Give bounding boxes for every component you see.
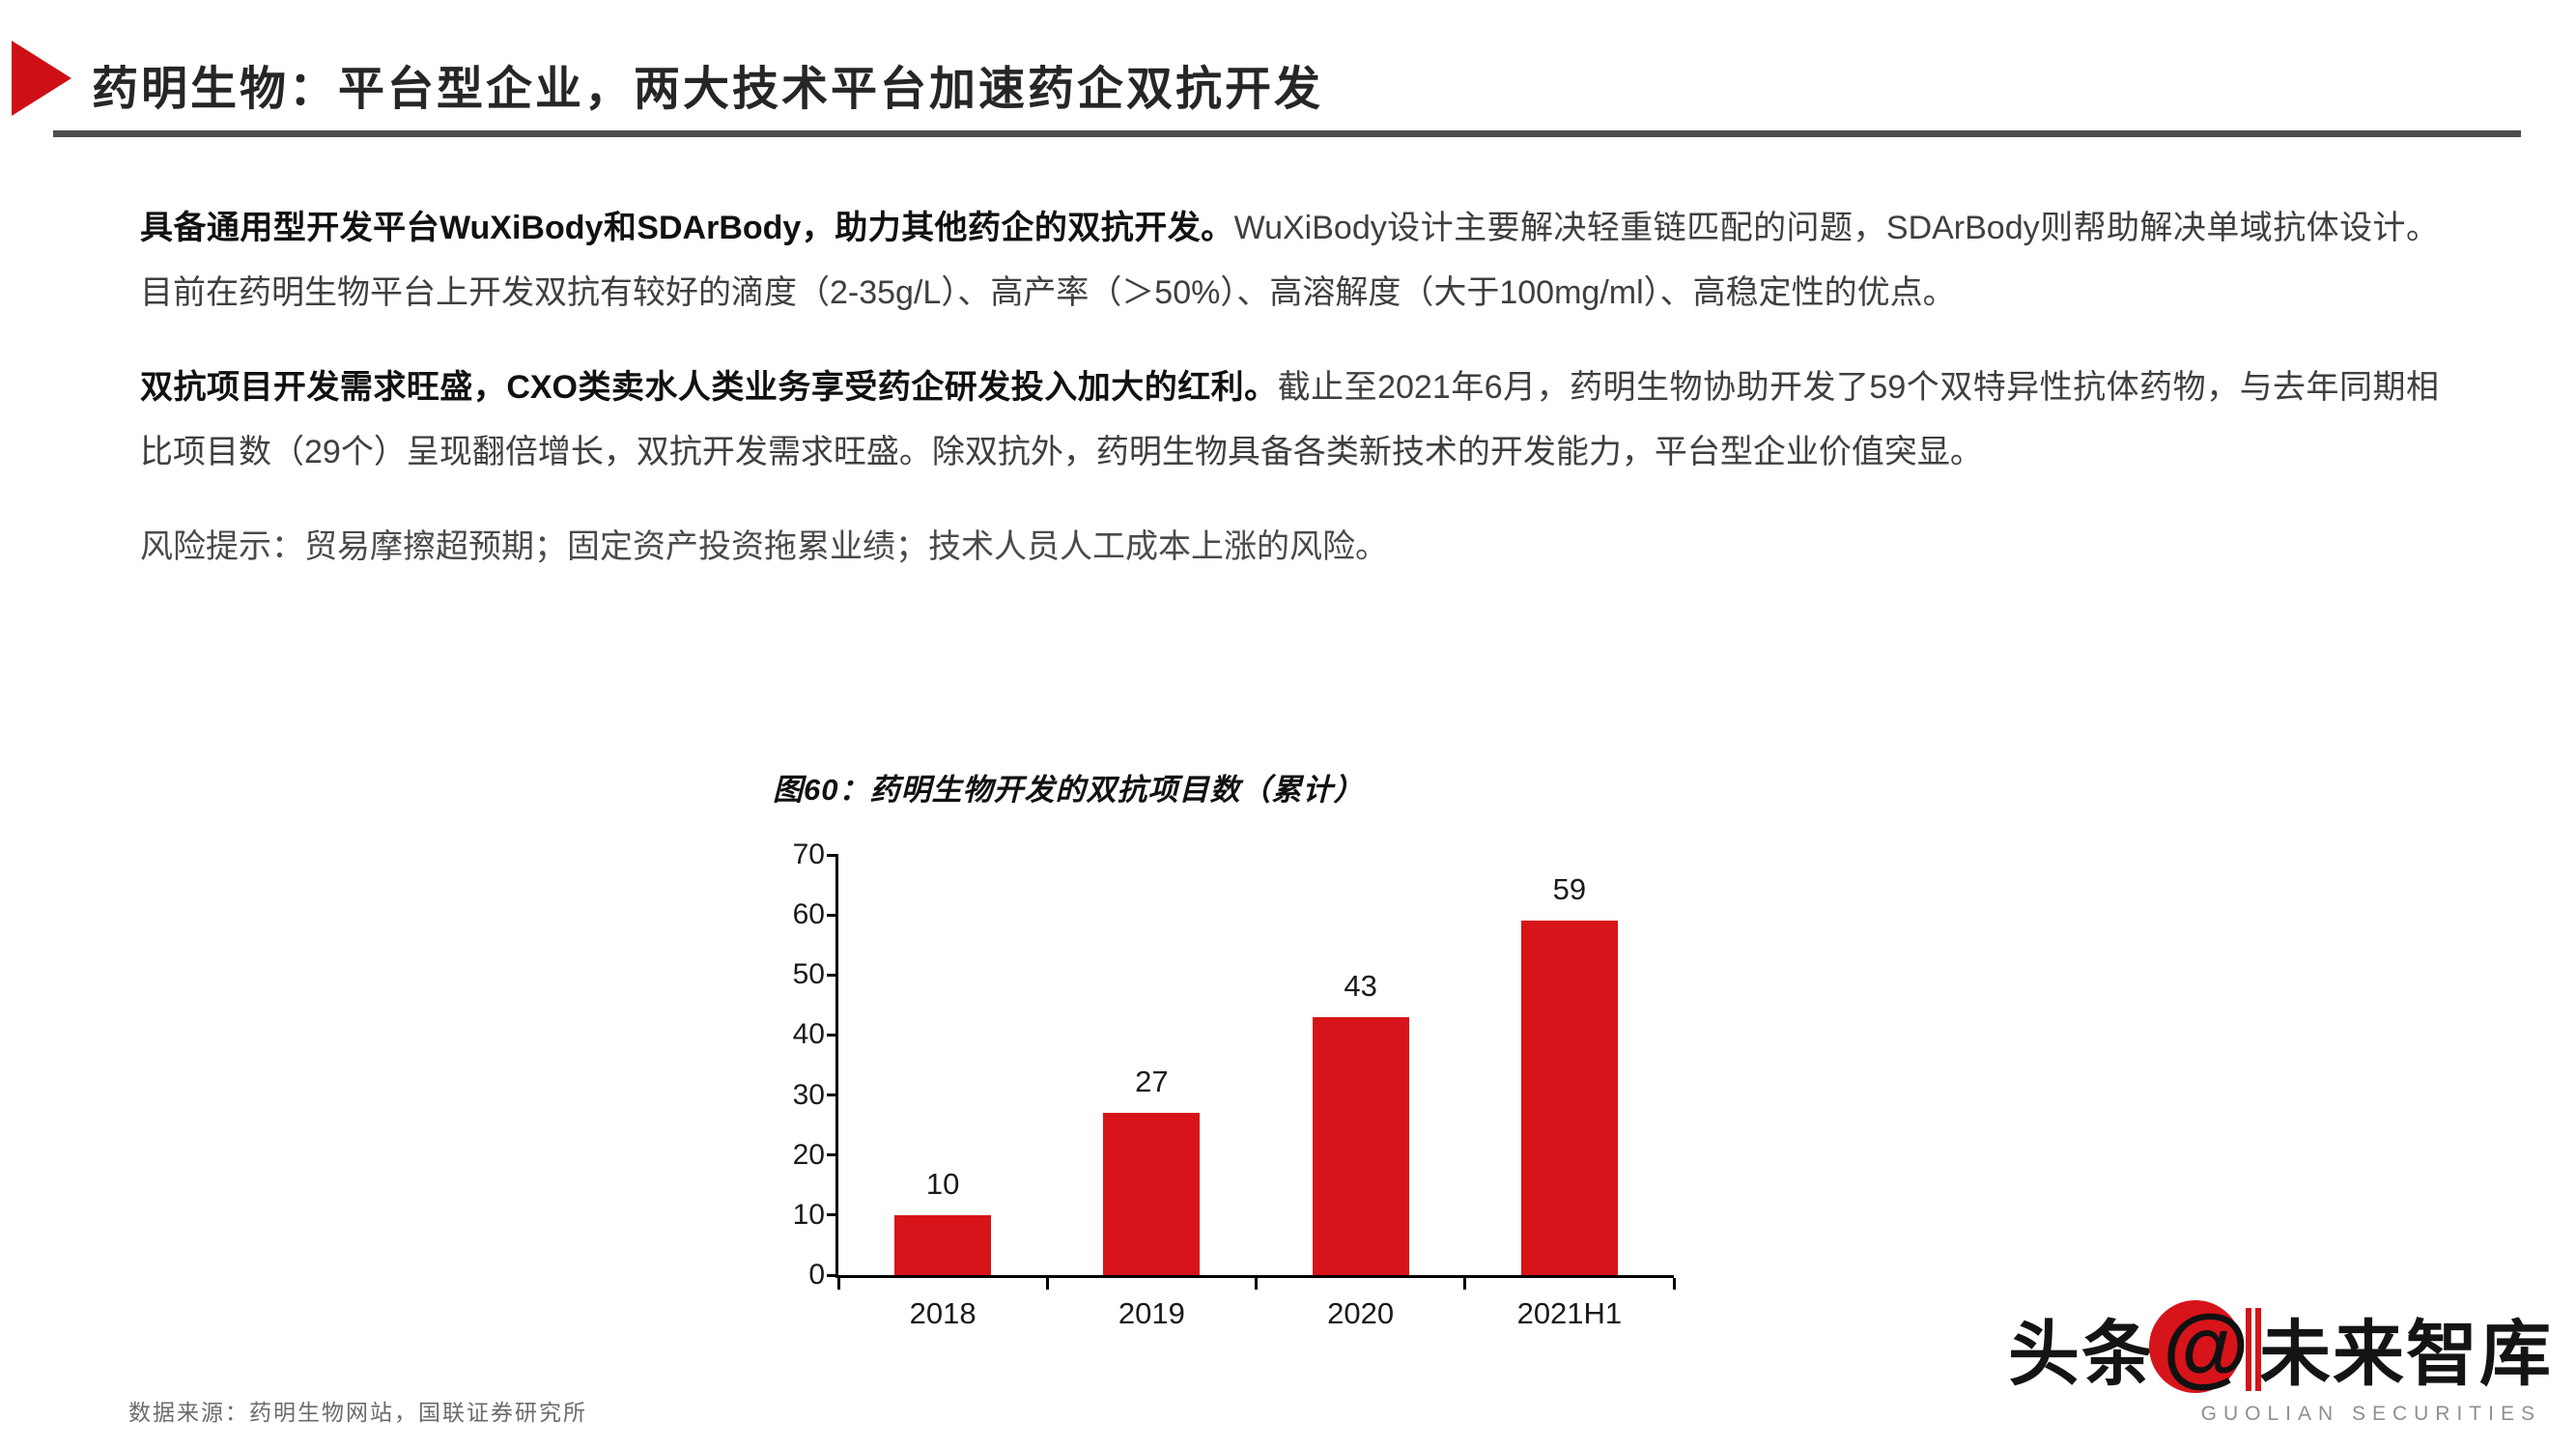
y-axis-tick-label: 0 (808, 1259, 825, 1291)
bar-chart: 0 10 20 30 40 50 60 70 10 2018 27 2019 43 2020 59 2021H… (773, 821, 1797, 1420)
at-symbol-icon: @ (2163, 1296, 2250, 1396)
guolian-securities-caption: GUOLIAN SECURITIES (2200, 1403, 2541, 1425)
y-axis-tick-label: 70 (792, 838, 825, 870)
y-axis-tick-mark (827, 913, 838, 917)
watermark-logo: 头条 @ 未来智库 GUOLIAN SECURITIES (2008, 1296, 2551, 1426)
paragraph-platforms-body: WuXiBody设计主要解决轻重链匹配的问题，SDArBody则帮助解决单域抗体… (140, 210, 2440, 311)
watermark-prefix: 头条 (2008, 1314, 2155, 1394)
y-axis-tick-label: 40 (792, 1018, 825, 1051)
paragraph-demand-lead: 双抗项目开发需求旺盛，CXO类卖水人类业务享受药企研发投入加大的红利。 (140, 369, 1278, 406)
title-divider (53, 130, 2521, 137)
chart-plot: 0 10 20 30 40 50 60 70 10 2018 27 2019 43 2020 59 2021H… (793, 840, 1676, 1330)
y-axis-tick-label: 20 (792, 1138, 825, 1171)
paragraph-platforms: 具备通用型开发平台WuXiBody和SDArBody，助力其他药企的双抗开发。W… (140, 196, 2439, 326)
guolian-logo-icon: @ (2149, 1296, 2261, 1399)
watermark-row: 头条 @ 未来智库 (2008, 1296, 2553, 1400)
y-axis-tick-label: 10 (792, 1198, 825, 1231)
bar-value-label: 27 (1135, 1065, 1169, 1099)
y-axis-tick-label: 30 (792, 1078, 825, 1111)
y-axis-tick-mark (827, 1094, 838, 1097)
y-axis-tick-mark (827, 1273, 838, 1277)
x-axis-tick-mark (1255, 1278, 1258, 1290)
bar (894, 1214, 992, 1275)
page-title: 药明生物：平台型企业，两大技术平台加速药企双抗开发 (92, 64, 1324, 115)
bar-value-label: 43 (1344, 968, 1377, 1003)
bar-value-label: 59 (1552, 872, 1587, 907)
bar (1312, 1016, 1409, 1275)
y-axis-tick-label: 60 (792, 898, 825, 931)
x-axis-tick-mark (836, 1278, 840, 1290)
paragraph-demand-body: 截止至2021年6月，药明生物协助开发了59个双特异性抗体药物，与去年同期相比项… (140, 369, 2439, 470)
x-axis-tick-mark (1672, 1278, 1676, 1290)
red-circle-icon (2149, 1299, 2242, 1393)
y-axis-tick-mark (827, 1213, 838, 1217)
red-triangle-bullet-icon (12, 41, 71, 116)
x-axis-label: 2021H1 (1516, 1296, 1623, 1330)
y-axis-tick-mark (827, 1033, 838, 1037)
red-stripe-icon (2255, 1307, 2261, 1391)
body-text: 具备通用型开发平台WuXiBody和SDArBody，助力其他药企的双抗开发。W… (140, 196, 2439, 610)
bar (1103, 1113, 1201, 1275)
paragraph-risk: 风险提示：贸易摩擦超预期；固定资产投资拖累业绩；技术人员人工成本上涨的风险。 (140, 515, 2439, 580)
watermark-suffix: 未来智库 (2259, 1314, 2553, 1394)
x-axis-tick-mark (1463, 1278, 1467, 1290)
x-axis-tick-mark (1045, 1278, 1049, 1290)
bar-value-label: 10 (925, 1166, 960, 1201)
bar (1520, 921, 1618, 1275)
paragraph-demand: 双抗项目开发需求旺盛，CXO类卖水人类业务享受药企研发投入加大的红利。截止至20… (140, 355, 2439, 485)
red-stripe-icon (2246, 1307, 2251, 1391)
y-axis-tick-mark (827, 853, 838, 857)
y-axis-tick-mark (827, 973, 838, 977)
x-axis-label: 2018 (909, 1296, 977, 1330)
paragraph-platforms-lead: 具备通用型开发平台WuXiBody和SDArBody，助力其他药企的双抗开发。 (140, 210, 1234, 246)
y-axis-tick-label: 50 (792, 958, 825, 991)
x-axis-label: 2019 (1118, 1296, 1185, 1330)
y-axis-tick-mark (827, 1153, 838, 1157)
x-axis-label: 2020 (1327, 1296, 1395, 1330)
data-source-note: 数据来源：药明生物网站，国联证券研究所 (128, 1400, 587, 1425)
paragraph-risk-body: 风险提示：贸易摩擦超预期；固定资产投资拖累业绩；技术人员人工成本上涨的风险。 (140, 528, 1388, 565)
chart-title: 图60：药明生物开发的双抗项目数（累计） (773, 773, 1365, 807)
